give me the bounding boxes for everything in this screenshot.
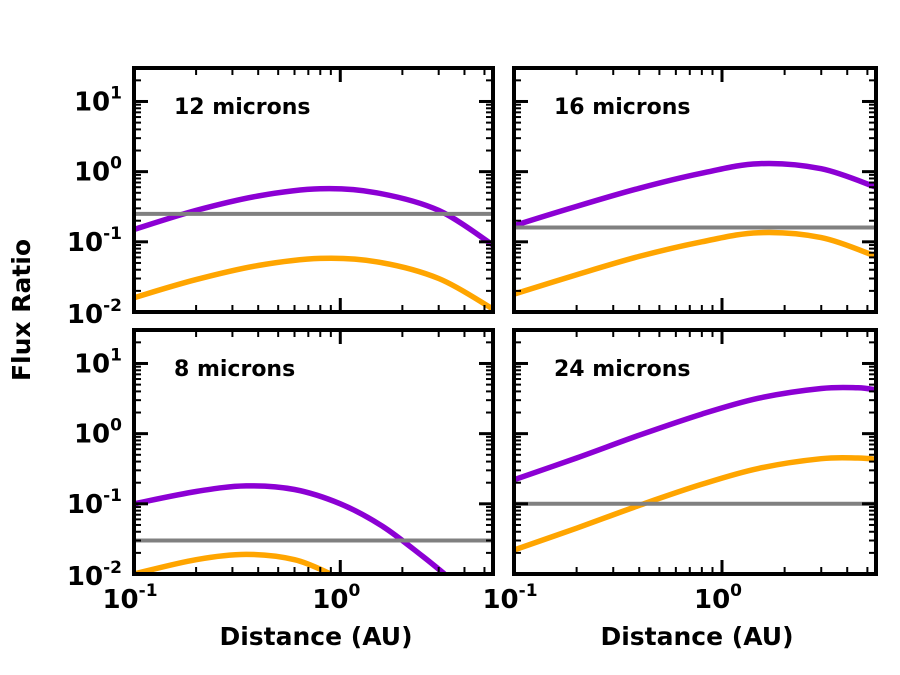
- panel-frame: [132, 66, 495, 314]
- y-tick-label: 101: [74, 345, 122, 379]
- y-tick-label: 101: [74, 83, 122, 117]
- panel-title: 16 microns: [554, 95, 691, 120]
- y-tick-label: 10-2: [67, 296, 122, 330]
- series-line-orange: [134, 551, 332, 574]
- x-axis-title-right: Distance (AU): [600, 622, 793, 651]
- series-line-orange: [514, 454, 876, 553]
- series-group: [514, 160, 876, 297]
- panel-title: 8 microns: [174, 357, 295, 382]
- series-line-orange: [514, 229, 876, 297]
- x-tick-label: 10-1: [482, 581, 537, 615]
- series-line-purple: [134, 185, 493, 248]
- y-tick-label: 10-1: [67, 486, 122, 520]
- x-axis-title-left: Distance (AU): [219, 622, 412, 651]
- series-line-orange: [134, 255, 493, 312]
- panel-frame: [512, 66, 878, 314]
- series-group: [134, 185, 493, 312]
- y-tick-label: 10-2: [67, 558, 122, 592]
- y-tick-label: 100: [74, 154, 122, 188]
- series-group: [514, 384, 876, 553]
- x-tick-label: 100: [312, 581, 360, 615]
- panel-frame: [132, 328, 495, 576]
- x-tick-label: 10-1: [102, 581, 157, 615]
- panel-frame: [512, 328, 878, 576]
- panel-16-microns: 16 microns: [512, 66, 878, 314]
- panel-title: 12 microns: [174, 95, 311, 120]
- series-line-purple: [514, 160, 876, 229]
- panel-24-microns: 24 microns 10-1 100: [482, 328, 878, 615]
- x-tick-label: 100: [694, 581, 742, 615]
- panel-title: 24 microns: [554, 357, 691, 382]
- series-group: [134, 483, 493, 574]
- panel-12-microns: 12 microns 10-2 10-1 100 101: [67, 66, 495, 330]
- y-tick-label: 100: [74, 416, 122, 450]
- y-axis-title: Flux Ratio: [7, 239, 36, 381]
- series-line-purple: [134, 483, 447, 574]
- series-line-purple: [514, 384, 876, 483]
- y-tick-label: 10-1: [67, 224, 122, 258]
